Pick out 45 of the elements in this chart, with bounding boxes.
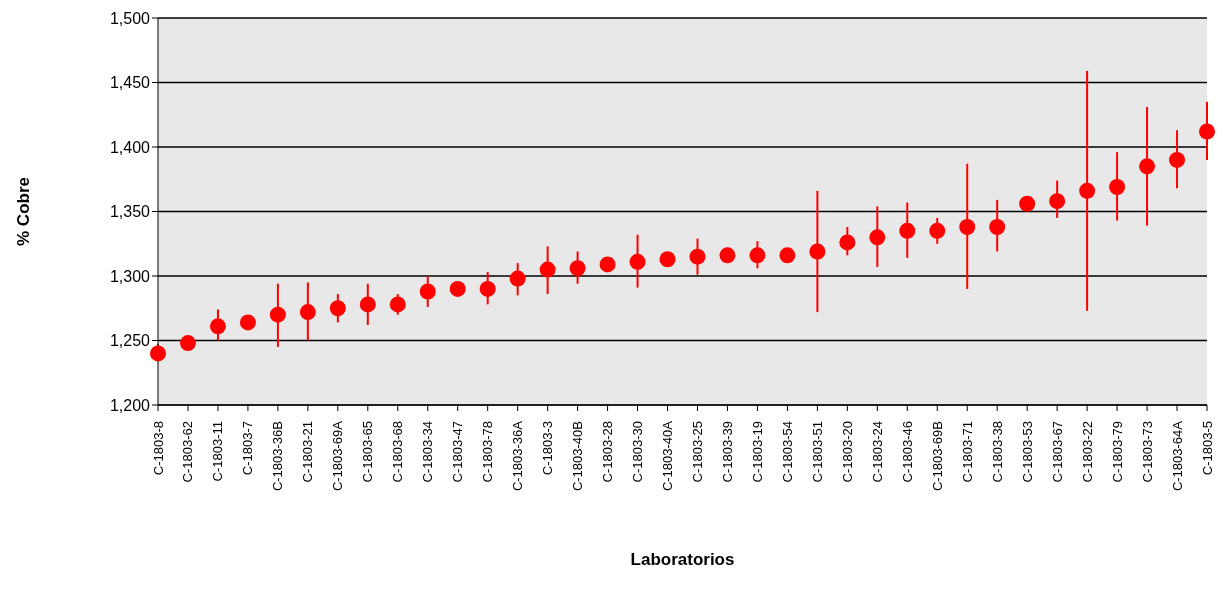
y-tick-label: 1,200 — [109, 396, 151, 414]
x-tick-label: C-1803-79 — [1109, 421, 1125, 483]
y-tick-label: 1,450 — [109, 74, 151, 92]
x-tick-label: C-1803-3 — [540, 421, 556, 476]
x-tick-label: C-1803-25 — [689, 421, 705, 483]
x-tick-label: C-1803-21 — [300, 421, 316, 483]
x-tick-label: C-1803-8 — [150, 421, 166, 476]
x-tick-label: C-1803-65 — [360, 421, 376, 483]
x-tick-label: C-1803-5 — [1199, 421, 1215, 476]
x-tick-label: C-1803-36A — [510, 420, 526, 492]
y-tick-label: 1,250 — [109, 332, 151, 350]
x-tick-label: C-1803-40B — [570, 421, 586, 492]
x-tick-label: C-1803-67 — [1049, 421, 1065, 483]
x-tick-label: C-1803-40A — [660, 420, 676, 492]
x-tick-label: C-1803-7 — [240, 421, 256, 476]
x-tick-label: C-1803-20 — [839, 421, 855, 483]
x-tick-label: C-1803-38 — [989, 421, 1005, 483]
x-tick-label: C-1803-73 — [1139, 421, 1155, 483]
x-tick-label: C-1803-30 — [630, 421, 646, 483]
x-tick-label: C-1803-19 — [749, 421, 765, 483]
x-tick-label: C-1803-22 — [1079, 421, 1095, 483]
x-tick-label: C-1803-78 — [480, 421, 496, 483]
x-tick-label: C-1803-24 — [869, 421, 885, 483]
x-tick-label: C-1803-39 — [719, 421, 735, 483]
x-axis-title: Laboratorios — [630, 550, 735, 569]
y-tick-label: 1,400 — [109, 138, 151, 156]
x-tick-label: C-1803-11 — [210, 421, 226, 482]
x-tick-label: C-1803-51 — [809, 421, 825, 483]
x-tick-label: C-1803-53 — [1019, 421, 1035, 483]
y-tick-label: 1,500 — [109, 9, 151, 27]
x-tick-label: C-1803-46 — [899, 421, 915, 483]
x-tick-label: C-1803-47 — [450, 421, 466, 483]
y-tick-label: 1,350 — [109, 203, 151, 221]
x-tick-label: C-1803-62 — [180, 421, 196, 483]
y-axis-title: % Cobre — [14, 177, 34, 246]
x-tick-label: C-1803-54 — [779, 421, 795, 483]
y-tick-label: 1,300 — [109, 267, 151, 285]
x-tick-label: C-1803-34 — [420, 421, 436, 483]
x-tick-label: C-1803-69A — [330, 420, 346, 492]
x-tick-label: C-1803-69B — [929, 421, 945, 492]
x-tick-label: C-1803-64A — [1169, 420, 1185, 492]
x-tick-label: C-1803-68 — [390, 421, 406, 483]
x-tick-label: C-1803-36B — [270, 421, 286, 492]
x-tick-label: C-1803-71 — [959, 421, 975, 483]
x-tick-label: C-1803-28 — [600, 421, 616, 483]
